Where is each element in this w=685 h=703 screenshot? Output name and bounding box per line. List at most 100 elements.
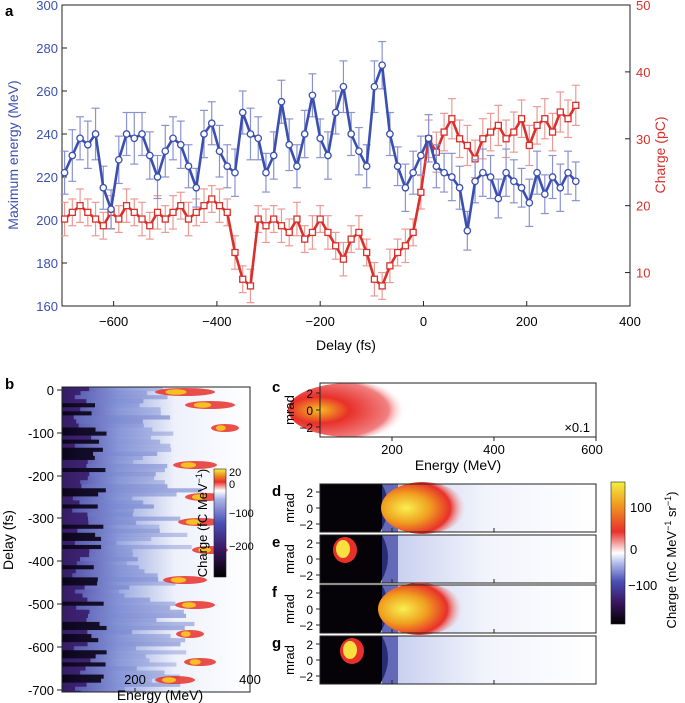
heatmap-row-mid [87,630,132,635]
heatmap-b [62,387,250,692]
data-point [417,151,425,160]
heatmap-row-dark [62,670,81,675]
data-point [161,147,170,156]
y-tick-label: 0 [306,553,313,567]
heatmap-row-dark [62,613,89,618]
data-point [200,202,208,210]
heatmap-row-dark [62,638,99,643]
heatmap-row-mid [74,686,125,691]
heatmap-row-mid [80,670,165,675]
y-right-tick-label: 10 [636,266,650,281]
data-point [417,188,425,196]
b-ytick-2: -200 [28,469,54,484]
data-point [122,202,131,210]
data-point [153,208,162,217]
heatmap-peak-core [215,425,226,431]
data-point [231,168,239,177]
data-point [393,162,402,171]
heatmap-row-dark [62,553,90,558]
b-xtick-400: 400 [239,672,261,687]
heatmap-row-dark [62,585,85,590]
data-point [548,128,557,136]
blue-band [382,636,398,684]
y-right-tick-label: 50 [636,0,650,13]
data-point [316,215,324,223]
panel-f-label: f [272,584,278,601]
c-axes: 2 0 −2 mrad 200 400 600 Energy (MeV) [282,387,603,473]
heatmap-row-mid [86,399,144,404]
heatmap-peak-core [170,577,187,583]
data-point [463,226,472,235]
data-point [231,248,239,257]
c-ytick-0: 0 [306,404,313,418]
heatmap-row-mid [76,605,171,610]
data-point [502,135,510,143]
data-point [60,215,69,223]
data-point [479,135,487,143]
data-point [270,215,278,223]
data-point [223,162,232,171]
heatmap-row-mid [99,439,161,444]
data-point [83,140,92,149]
heatmap-row-mid [95,403,140,408]
heatmap-row-dark [62,581,98,586]
data-point [215,147,224,156]
heatmap-row-dark [62,427,96,432]
y-left-tick-label: 220 [36,170,58,185]
heatmap-row-mid [101,536,152,542]
data-point [339,255,348,263]
data-point [494,194,503,203]
heatmap-row-dark [62,419,77,424]
panels-c-to-g: c ×0.1 2 0 −2 mrad 200 400 600 Energy (M… [272,379,679,685]
b-ytick-7: -700 [28,683,54,698]
heatmap-row-dark [62,472,90,477]
heatmap-row-mid [90,658,150,663]
data-point [76,202,84,210]
dark-region [320,484,389,532]
data-point [115,215,123,223]
x-tick-label: 200 [516,314,538,329]
data-point [533,168,541,177]
heatmap-peak-core [192,494,206,500]
data-point [130,134,139,143]
heatmap-row-mid [80,391,148,396]
y-tick-label: 2 [306,638,313,652]
heatmap-row-mid [106,625,185,631]
heatmap-row-mid [89,387,163,392]
heatmap-row-mid [99,621,195,627]
panel-c-label: c [272,379,280,396]
data-point [564,168,572,177]
heatmap-row-mid [88,520,136,525]
data-point [215,202,224,210]
c-xlabel: Energy (MeV) [415,457,501,473]
data-point [510,128,518,136]
heatmap-row-dark [62,662,106,667]
data-point [293,215,301,223]
charge-spot-core [336,540,350,558]
data-point [223,208,231,217]
b-ytick-3: -300 [28,511,54,526]
heatmap-row-mid [82,593,125,598]
heatmap-row-dark [62,678,102,683]
data-point [262,168,270,177]
heatmap-peak-core [162,677,176,683]
data-point [331,108,340,117]
cbar-b-tick-200: −200 [229,541,254,553]
data-point [339,82,348,91]
data-point [99,222,107,230]
data-point [548,173,557,181]
data-point [316,134,325,143]
data-point [471,177,479,186]
data-point [494,121,502,130]
data-point [324,151,332,160]
data-point [409,168,417,177]
data-point [448,173,456,181]
heatmap-row-dark [62,601,104,606]
y-tick-label: 2 [306,587,313,601]
y-axis-label: mrad [282,594,297,624]
heatmap-row-mid [89,609,184,614]
data-point [200,130,208,138]
heatmap-row-mid [79,500,144,505]
